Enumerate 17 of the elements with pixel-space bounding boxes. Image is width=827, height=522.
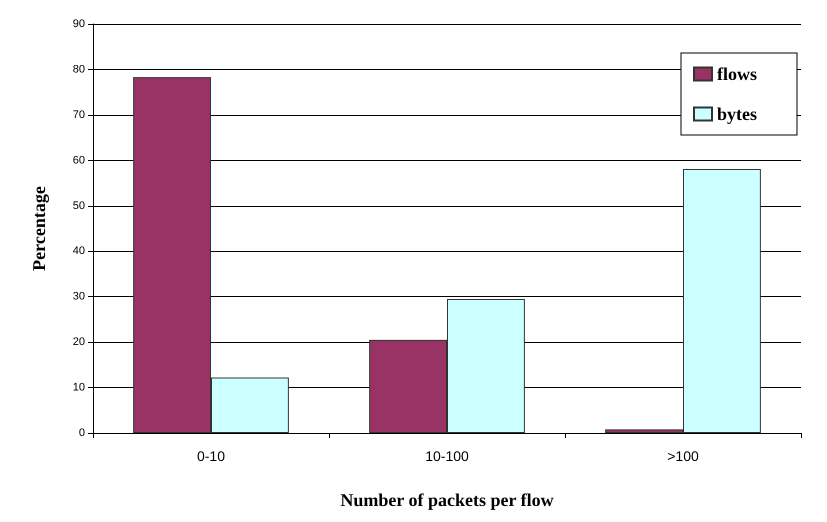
- y-tick-label: 40: [72, 245, 85, 258]
- y-axis-title: Percentage: [29, 186, 49, 271]
- y-tick-label: 60: [72, 154, 85, 166]
- y-tick-label: 70: [72, 108, 85, 121]
- y-tick-label: 90: [72, 18, 85, 30]
- x-tick-label: >100: [667, 448, 699, 464]
- y-tick-label: 10: [72, 382, 85, 394]
- y-tick-label: 0: [78, 427, 85, 439]
- y-tick-label: 80: [72, 63, 85, 76]
- y-tick-label: 20: [72, 336, 85, 348]
- x-tick-label: 0-10: [196, 448, 226, 464]
- legend-label: flows: [717, 64, 757, 84]
- y-tick-label: 30: [72, 290, 85, 303]
- x-axis-title: Number of packets per flow: [340, 490, 554, 510]
- x-tick-label: 10-100: [425, 448, 470, 464]
- legend-label: bytes: [717, 104, 757, 124]
- y-tick-label: 50: [72, 200, 85, 212]
